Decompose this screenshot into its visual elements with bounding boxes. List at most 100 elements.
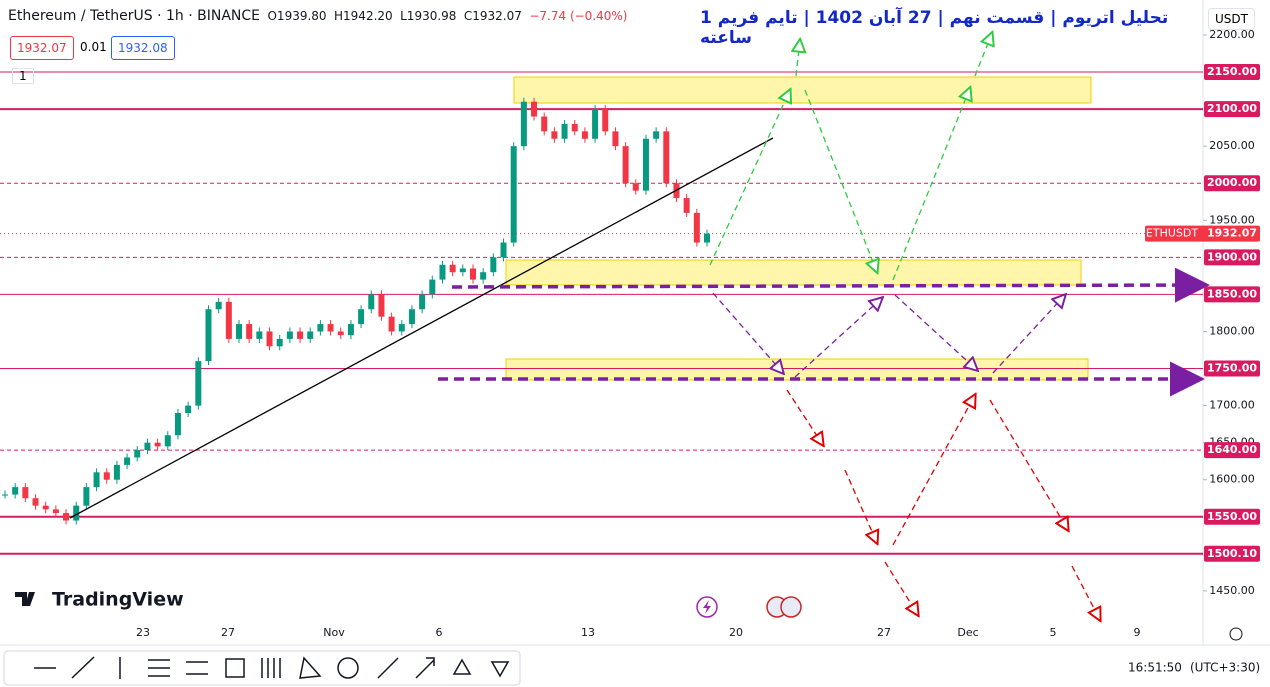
candle-body [449,264,456,273]
event-icons [696,596,802,618]
level-label: 1550.00 [1207,510,1257,523]
level-label: 1640.00 [1207,443,1257,456]
y-tick-label: 1800.00 [1209,324,1255,337]
candle-body [93,472,100,488]
timezone[interactable]: (UTC+3:30) [1190,661,1260,675]
candle-body [632,183,639,191]
zones [505,76,1092,381]
clock: 16:51:50 [1128,661,1182,675]
event-icon [780,596,802,618]
candle-body [663,131,670,184]
arrow [786,389,823,445]
drawings [69,33,1210,620]
symbol-name: ETHUSDT [1146,227,1198,240]
arrow [1071,565,1100,620]
buy-price[interactable]: 1932.08 [111,36,175,60]
candle-body [398,324,405,332]
tool-icon[interactable] [452,658,472,675]
candle-body [704,233,710,243]
symbol[interactable]: Ethereum / TetherUS · 1h · BINANCE [8,8,261,24]
candle-body [470,268,476,280]
arrow [892,395,975,546]
level-label-bg [1204,508,1260,525]
candle-body [531,101,538,117]
candle-body [174,413,181,436]
tool-icon[interactable] [225,658,245,678]
candle-body [12,487,19,495]
trend-line [69,137,774,519]
candle-body [612,131,619,147]
tool-icon[interactable] [261,658,281,678]
indicator-toggle[interactable]: 1 [12,68,34,84]
x-tick-label: Dec [957,626,978,639]
candle-body [642,138,649,191]
candle-body [63,513,70,521]
candle-body [653,131,660,139]
y-tick-label: 2200.00 [1209,28,1255,41]
candle-body [571,123,578,132]
open: O1939.80 [267,9,327,23]
tool-icon[interactable] [299,656,322,679]
tool-icon[interactable] [490,661,510,678]
level-label: 1850.00 [1207,287,1257,300]
candle-body [246,324,253,339]
y-tick-label: 1700.00 [1209,399,1255,412]
arrow [894,294,977,370]
logo: TradingView [15,589,184,611]
tool-icon[interactable] [415,657,435,679]
candle-body [388,316,395,332]
candle-body [581,131,588,139]
candle-body [185,405,192,414]
candle-body [368,294,375,310]
arrow [992,295,1065,374]
level-label-bg [1204,442,1260,459]
x-tick-label: 27 [221,626,235,639]
candle-body [236,324,242,339]
arrow [712,292,783,373]
tool-icon[interactable] [186,661,208,675]
candle-body [337,331,344,336]
currency-select[interactable]: USDT [1208,8,1255,30]
candle-body [419,294,426,310]
candle-body [378,294,385,317]
candle-body [32,498,39,506]
candle-body [307,331,314,339]
tool-icon[interactable] [71,656,95,679]
level-label: 1500.10 [1207,547,1257,560]
title: تحلیل اتریوم | قسمت نهم | 27 آبان 1402 |… [700,8,1169,48]
candle-body [225,301,232,339]
y-tick-label: 1450.00 [1209,584,1255,597]
tool-icon[interactable] [148,659,170,677]
candle-body [42,505,49,510]
candle-body [113,464,120,480]
arrow [884,561,918,615]
candle-body [73,505,80,521]
level-label-bg [1204,175,1260,192]
high: H1942.20 [334,9,393,23]
candle-body [358,309,365,325]
level-label-bg [1204,545,1260,562]
candle-body [22,487,29,499]
change: −7.74 (−0.40%) [529,9,628,23]
candle-body [286,331,293,339]
candle-body [134,450,141,458]
candle-body [480,272,487,280]
candle-body [103,472,110,480]
x-tick-label: 9 [1134,626,1141,639]
candle-body [510,146,517,243]
tool-icon[interactable] [377,657,399,679]
candle-body [408,309,415,325]
candle-body [327,324,334,332]
symbol-tag-bg [1145,225,1260,242]
candle-body [276,338,283,347]
arrow [989,399,1068,530]
sell-price[interactable]: 1932.07 [10,36,74,60]
candle-body [602,109,609,132]
settings-icon[interactable] [1229,627,1243,641]
header: Ethereum / TetherUS · 1h · BINANCE O1939… [8,8,631,24]
tool-icon[interactable] [337,657,359,679]
event-icon [703,600,711,614]
candle-body [164,435,171,447]
